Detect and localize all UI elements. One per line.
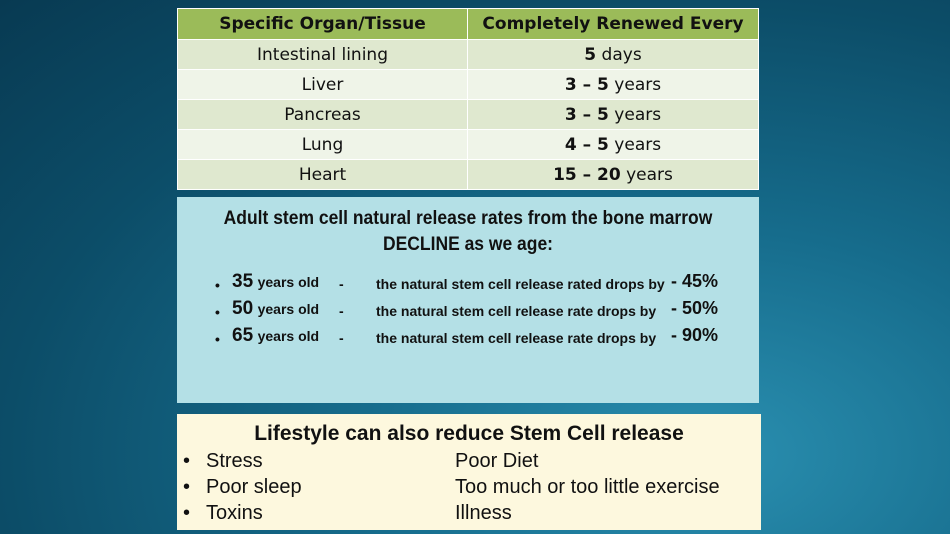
bullet-icon: •: [183, 502, 191, 524]
rate-description: the natural stem cell release rated drop…: [376, 276, 665, 292]
rate-percent: - 45%: [671, 271, 719, 291]
lifestyle-title: Lifestyle can also reduce Stem Cell rele…: [254, 422, 684, 445]
age-number: 50: [232, 298, 254, 319]
age-unit: years old: [257, 301, 320, 317]
table-header-row: Specific Organ/Tissue Completely Renewed…: [177, 8, 759, 40]
rate-description: the natural stem cell release rate drops…: [376, 330, 657, 346]
age-number: 65: [232, 325, 254, 346]
lifestyle-factor: Toxins: [206, 502, 263, 524]
renewal-number: 4 – 5: [564, 134, 609, 155]
stem-cell-decline-box: Adult stem cell natural release rates fr…: [177, 197, 759, 403]
table-row: Lung 4 – 5 years: [177, 129, 759, 160]
stem-title-line-2: DECLINE as we age:: [383, 234, 553, 255]
stem-title-line-1: Adult stem cell natural release rates fr…: [223, 208, 713, 229]
renewal-unit: years: [614, 104, 662, 125]
renewal-cell: 3 – 5 years: [467, 99, 759, 130]
list-item: • 50 years old - the natural stem cell r…: [177, 298, 759, 324]
organ-cell: Heart: [177, 159, 468, 190]
list-item: • 35 years old - the natural stem cell r…: [177, 271, 759, 297]
renewal-number: 5: [584, 44, 597, 65]
lifestyle-factor: Stress: [206, 450, 263, 472]
age-unit: years old: [257, 328, 320, 344]
bullet-icon: •: [183, 476, 191, 498]
organ-cell: Lung: [177, 129, 468, 160]
table-row: Heart 15 – 20 years: [177, 159, 759, 190]
organ-cell: Pancreas: [177, 99, 468, 130]
list-item: • 65 years old - the natural stem cell r…: [177, 325, 759, 351]
renewal-unit: years: [614, 134, 662, 155]
separator-dash: -: [339, 276, 344, 292]
column-header-renewal: Completely Renewed Every: [467, 8, 759, 40]
renewal-unit: days: [601, 44, 642, 65]
organ-cell: Liver: [177, 69, 468, 100]
table-row: Pancreas 3 – 5 years: [177, 99, 759, 130]
organ-renewal-table: Specific Organ/Tissue Completely Renewed…: [177, 8, 759, 190]
age-unit: years old: [257, 274, 320, 290]
renewal-unit: years: [614, 74, 662, 95]
lifestyle-factor: Poor sleep: [206, 476, 302, 498]
age-label: 65 years old: [232, 325, 319, 347]
renewal-unit: years: [626, 164, 673, 185]
renewal-cell: 4 – 5 years: [467, 129, 759, 160]
stem-cell-title: Adult stem cell natural release rates fr…: [200, 206, 735, 258]
separator-dash: -: [339, 330, 344, 346]
bullet-icon: •: [183, 450, 191, 472]
renewal-cell: 5 days: [467, 39, 759, 70]
bullet-icon: •: [215, 304, 220, 320]
lifestyle-factor: Too much or too little exercise: [455, 476, 720, 498]
age-label: 50 years old: [232, 298, 319, 320]
age-label: 35 years old: [232, 271, 319, 293]
separator-dash: -: [339, 303, 344, 319]
rate-percent: - 50%: [671, 298, 719, 318]
rate-description: the natural stem cell release rate drops…: [376, 303, 657, 319]
lifestyle-factor: Illness: [455, 502, 512, 524]
renewal-cell: 3 – 5 years: [467, 69, 759, 100]
rate-percent: - 90%: [671, 325, 719, 345]
table-row: Liver 3 – 5 years: [177, 69, 759, 100]
organ-cell: Intestinal lining: [177, 39, 468, 70]
bullet-icon: •: [215, 277, 220, 293]
lifestyle-box: Lifestyle can also reduce Stem Cell rele…: [177, 414, 761, 530]
renewal-cell: 15 – 20 years: [467, 159, 759, 190]
lifestyle-factor: Poor Diet: [455, 450, 539, 472]
column-header-organ: Specific Organ/Tissue: [177, 8, 468, 40]
renewal-number: 15 – 20: [553, 164, 621, 185]
bullet-icon: •: [215, 331, 220, 347]
renewal-number: 3 – 5: [564, 104, 609, 125]
age-number: 35: [232, 271, 254, 292]
renewal-number: 3 – 5: [564, 74, 609, 95]
table-row: Intestinal lining 5 days: [177, 39, 759, 70]
